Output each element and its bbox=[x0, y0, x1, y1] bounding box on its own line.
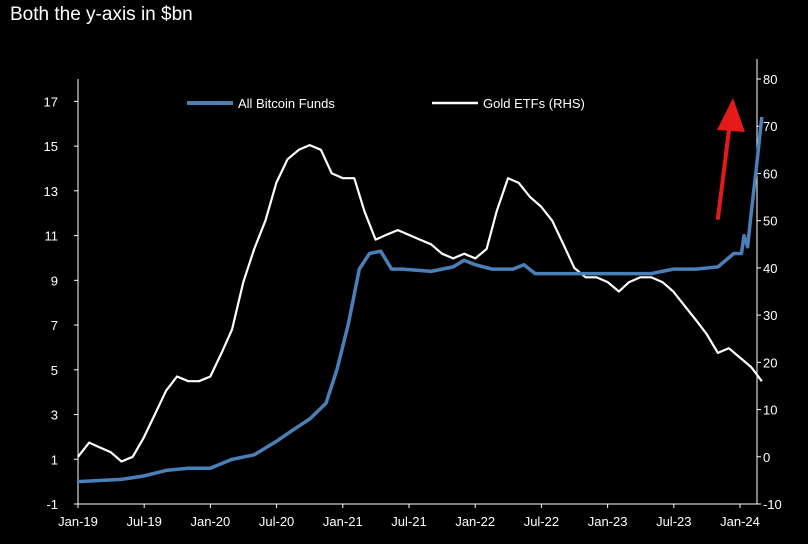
right-axis-tick-label: 80 bbox=[763, 72, 777, 87]
right-axis-tick-label: 40 bbox=[763, 261, 777, 276]
right-axis-tick-label: 70 bbox=[763, 119, 777, 134]
right-axis-tick-label: 20 bbox=[763, 355, 777, 370]
annotation-arrow-shaft bbox=[716, 120, 732, 220]
x-axis-tick-label: Jul-23 bbox=[656, 514, 691, 529]
x-axis-tick-label: Jul-22 bbox=[524, 514, 559, 529]
x-axis-tick-label: Jan-22 bbox=[455, 514, 495, 529]
right-axis-tick-label: 10 bbox=[763, 403, 777, 418]
left-axis-tick-label: 9 bbox=[51, 273, 58, 288]
chart-title: Both the y-axis in $bn bbox=[10, 4, 193, 25]
right-axis-tick-label: 60 bbox=[763, 166, 777, 181]
series-line-gold-etfs bbox=[77, 144, 763, 463]
legend-label-bitcoin: All Bitcoin Funds bbox=[238, 96, 335, 111]
x-axis-tick-label: Jul-20 bbox=[259, 514, 294, 529]
x-axis-tick-label: Jan-23 bbox=[588, 514, 628, 529]
series-group bbox=[77, 116, 764, 484]
x-axis-tick-label: Jul-19 bbox=[126, 514, 161, 529]
left-axis-tick-label: 3 bbox=[51, 408, 58, 423]
left-axis-tick-label: 13 bbox=[44, 184, 58, 199]
right-axis-tick-label: 30 bbox=[763, 308, 777, 323]
legend: All Bitcoin Funds Gold ETFs (RHS) bbox=[187, 96, 585, 111]
left-axis-tick-label: 5 bbox=[51, 363, 58, 378]
series-line-bitcoin-funds bbox=[77, 116, 764, 484]
legend-label-gold: Gold ETFs (RHS) bbox=[483, 96, 585, 111]
left-axis-tick-label: 1 bbox=[51, 452, 58, 467]
annotation-arrow-head bbox=[717, 98, 745, 132]
right-axis-tick-label: 50 bbox=[763, 214, 777, 229]
left-axis-tick-label: 17 bbox=[44, 94, 58, 109]
x-axis-tick-label: Jan-20 bbox=[191, 514, 231, 529]
x-axis-tick-label: Jul-21 bbox=[391, 514, 426, 529]
left-axis-tick-label: 7 bbox=[51, 318, 58, 333]
x-axis-tick-label: Jan-21 bbox=[323, 514, 363, 529]
annotation bbox=[716, 98, 745, 220]
right-axis-tick-label: -10 bbox=[763, 497, 782, 512]
axes: -11357911131517-1001020304050607080Jan-1… bbox=[44, 59, 782, 529]
x-axis-tick-label: Jan-19 bbox=[58, 514, 98, 529]
left-axis-tick-label: 15 bbox=[44, 139, 58, 154]
x-axis-tick-label: Jan-24 bbox=[720, 514, 760, 529]
left-axis-tick-label: -1 bbox=[46, 497, 58, 512]
left-axis-tick-label: 11 bbox=[45, 229, 59, 244]
right-axis-tick-label: 0 bbox=[763, 450, 770, 465]
